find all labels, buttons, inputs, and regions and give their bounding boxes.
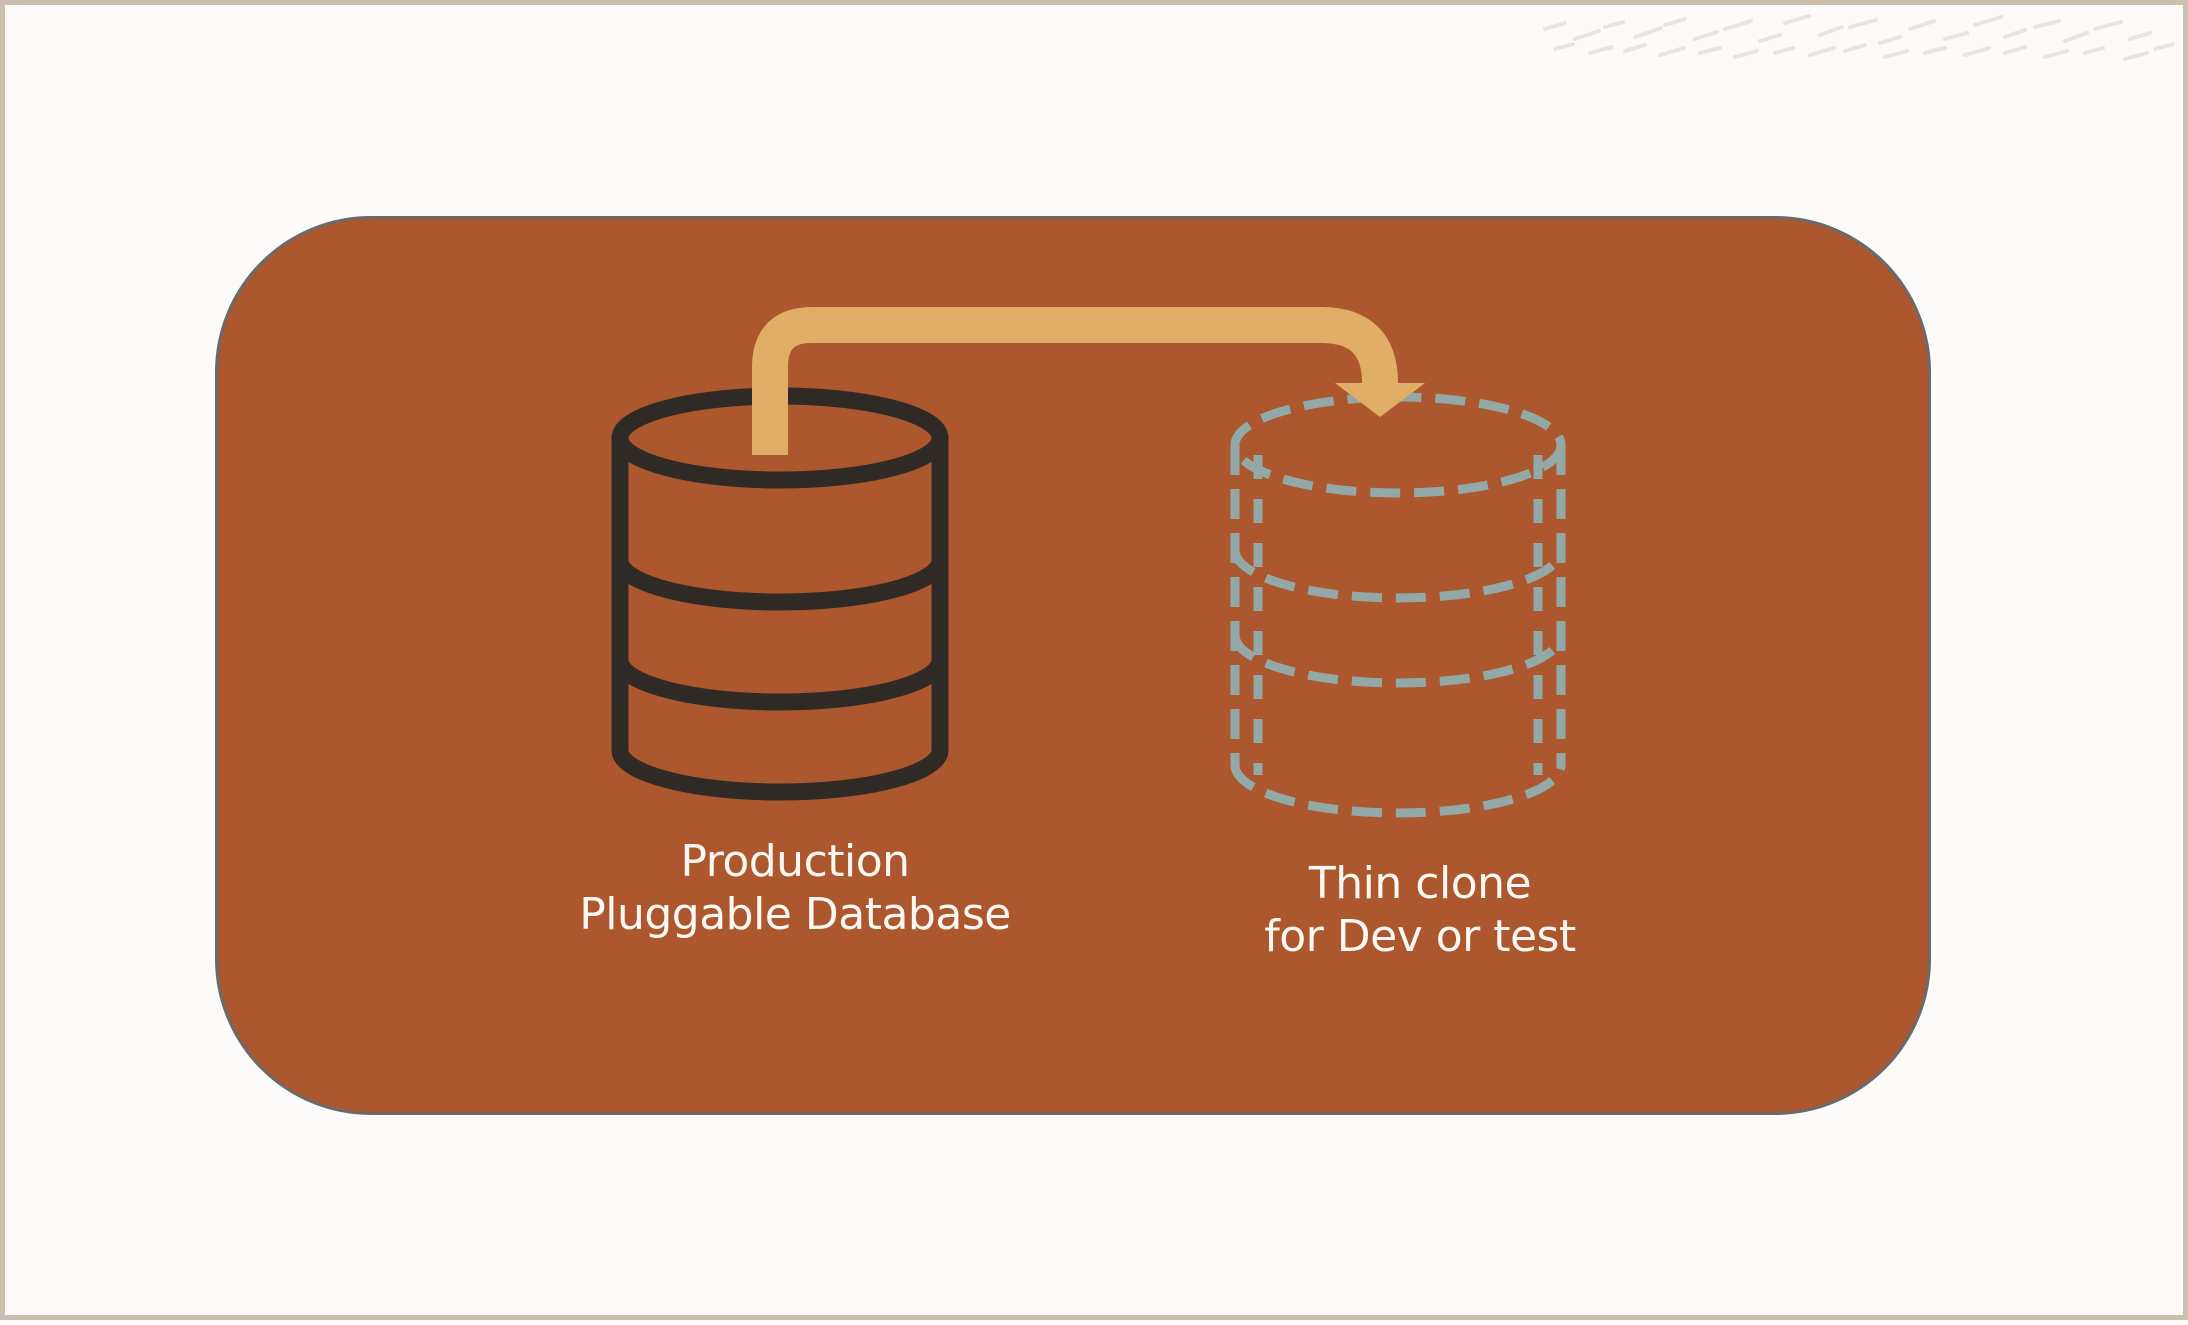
dashed-database-icon — [1230, 392, 1566, 818]
production-label-line2: Pluggable Database — [579, 889, 1011, 940]
diagram-panel — [215, 216, 1931, 1115]
clone-arrow-icon — [752, 307, 1425, 455]
database-icon — [611, 387, 949, 801]
clone-label-line2: for Dev or test — [1264, 911, 1576, 962]
decorative-texture — [1543, 14, 2175, 61]
thin-clone-label: Thin clone for Dev or test — [1175, 857, 1665, 963]
production-database-label: Production Pluggable Database — [545, 835, 1045, 941]
clone-label-line1: Thin clone — [1308, 858, 1532, 909]
clone-diagram — [611, 307, 1566, 818]
production-label-line1: Production — [680, 836, 910, 887]
